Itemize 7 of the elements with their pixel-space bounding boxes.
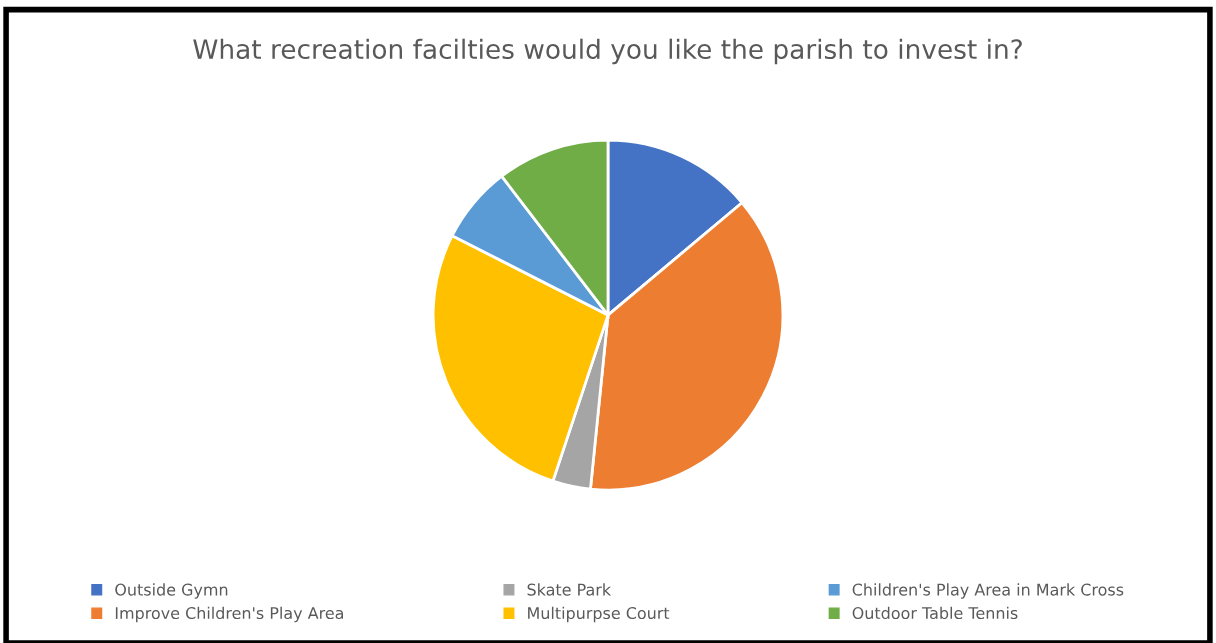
legend-label: Outside Gymn <box>115 583 228 599</box>
legend-label: Skate Park <box>527 583 612 596</box>
legend-label: Improve Children's Play Area <box>115 606 343 623</box>
legend-label: Multipurpse Court <box>528 606 670 623</box>
legend-label: Children's Play Area in Mark Cross <box>852 583 1124 599</box>
legend-label: Outdoor Table Tennis <box>852 606 1018 620</box>
chart-title: What recreation facilties would you like the parish to invest in? <box>193 38 1022 65</box>
